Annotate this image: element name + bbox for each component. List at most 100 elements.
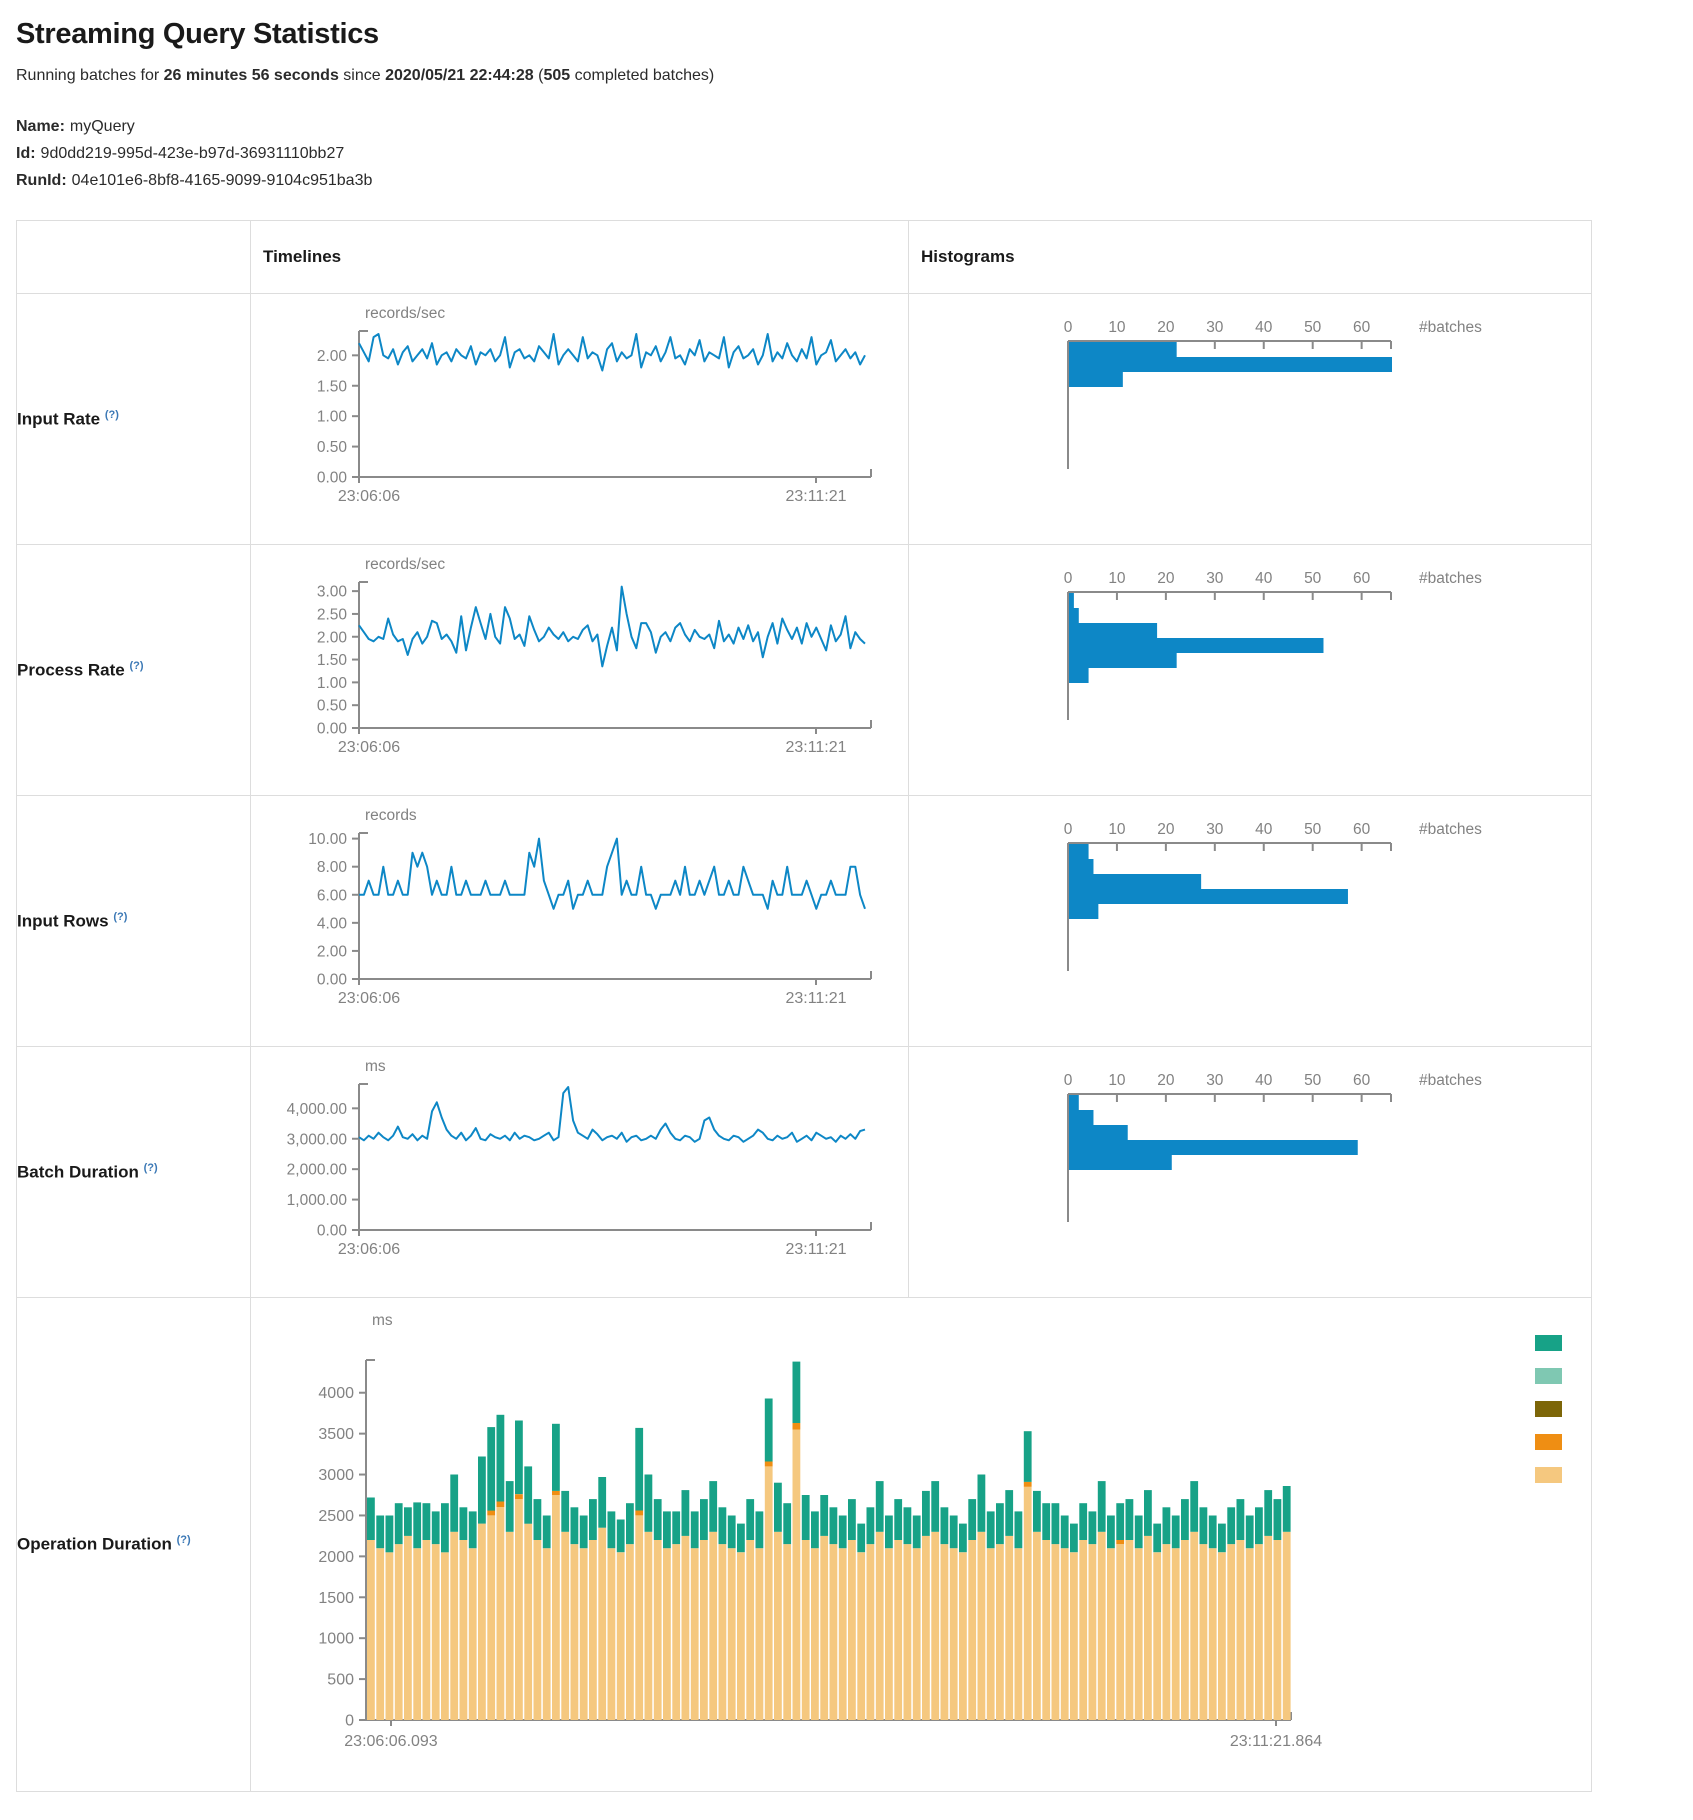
query-id-label: Id: [16,145,36,162]
svg-text:50: 50 [1304,1072,1322,1089]
svg-text:30: 30 [1206,319,1224,336]
svg-text:40: 40 [1255,319,1273,336]
svg-text:ms: ms [365,1058,386,1075]
run-summary-prefix: Running batches for [16,67,164,84]
process-rate-timeline-chart: records/sec 0.00 0.50 1.00 1.50 2.00 2.50 3.00 2… [251,552,908,768]
svg-text:10.00: 10.00 [308,831,347,848]
batch-duration-label: Batch Duration [17,1162,139,1182]
table-row-batch-duration: Batch Duration (?) ms 0.00 1,000.00 2,000.0… [16,1046,1592,1298]
svg-text:#batches: #batches [1419,570,1482,587]
input-rate-label-cell: Input Rate (?) [16,293,251,545]
svg-text:1,000.00: 1,000.00 [287,1192,348,1209]
svg-text:23:06:06: 23:06:06 [338,739,400,756]
operation-duration-help-icon[interactable]: (?) [176,1534,191,1547]
table-row-input-rate: Input Rate (?) records/sec 0.00 0.50 1.00 1.… [16,293,1592,545]
query-runid-label: RunId: [16,172,67,189]
svg-text:10: 10 [1108,821,1126,838]
svg-text:40: 40 [1255,570,1273,587]
process-rate-help-icon[interactable]: (?) [129,659,144,672]
svg-text:30: 30 [1206,821,1224,838]
query-name-line: Name: myQuery [16,113,1677,140]
svg-text:23:11:21: 23:11:21 [785,488,846,505]
input-rows-timeline-chart: records 0.00 2.00 4.00 6.00 8.00 10.00 23:06:06… [251,803,908,1019]
run-summary-middle: since [338,67,386,84]
svg-text:#batches: #batches [1419,1072,1482,1089]
svg-text:50: 50 [1304,570,1322,587]
run-duration: 26 minutes 56 seconds [163,67,339,84]
svg-text:23:11:21.864: 23:11:21.864 [1230,1733,1322,1750]
operation-duration-label: Operation Duration [17,1534,172,1554]
svg-text:6.00: 6.00 [317,887,348,904]
svg-text:20: 20 [1157,570,1175,587]
svg-text:1.00: 1.00 [317,409,348,426]
svg-text:23:11:21: 23:11:21 [785,990,846,1007]
svg-text:4000: 4000 [318,1385,354,1402]
table-row-process-rate: Process Rate (?) records/sec 0.00 0.50 1.00… [16,544,1592,796]
svg-text:0: 0 [1064,1072,1073,1089]
query-name-label: Name: [16,118,65,135]
svg-text:30: 30 [1206,570,1224,587]
input-rows-histogram-chart: 0 10 20 30 40 50 60 #batches [909,803,1591,1019]
process-rate-label: Process Rate [17,660,125,680]
svg-text:1.50: 1.50 [317,652,348,669]
svg-text:60: 60 [1353,821,1371,838]
svg-text:20: 20 [1157,319,1175,336]
input-rate-help-icon[interactable]: (?) [104,408,119,421]
statistics-table: Timelines Histograms Input Rate (?) reco… [16,220,1592,1792]
header-timelines: Timelines [250,220,909,294]
svg-text:0: 0 [345,1713,354,1730]
svg-text:10: 10 [1108,319,1126,336]
svg-text:0.50: 0.50 [317,439,348,456]
svg-text:1000: 1000 [318,1631,354,1648]
svg-text:2.00: 2.00 [317,629,348,646]
svg-text:23:11:21: 23:11:21 [785,1241,846,1258]
svg-text:23:11:21: 23:11:21 [785,739,846,756]
svg-text:23:06:06: 23:06:06 [338,488,400,505]
svg-text:10: 10 [1108,570,1126,587]
svg-text:0.00: 0.00 [317,470,348,487]
svg-text:2,000.00: 2,000.00 [287,1162,348,1179]
svg-text:0.00: 0.00 [317,1223,348,1240]
run-start-time: 2020/05/21 22:44:28 [385,67,534,84]
page-title: Streaming Query Statistics [16,18,379,50]
batch-duration-help-icon[interactable]: (?) [143,1161,158,1174]
svg-text:0.50: 0.50 [317,698,348,715]
svg-text:10: 10 [1108,1072,1126,1089]
svg-text:#batches: #batches [1419,319,1482,336]
svg-text:3,000.00: 3,000.00 [287,1131,348,1148]
svg-text:2.50: 2.50 [317,606,348,623]
svg-text:40: 40 [1255,1072,1273,1089]
input-rate-timeline-chart: records/sec 0.00 0.50 1.00 1.50 2.00 23:06:06 2… [251,301,908,517]
query-metadata: Name: myQuery Id: 9d0dd219-995d-423e-b97d-… [16,113,1677,194]
input-rows-label-cell: Input Rows (?) [16,795,251,1047]
input-rate-label: Input Rate [17,409,101,429]
query-name-value: myQuery [69,118,135,135]
svg-text:2.00: 2.00 [317,348,348,365]
svg-text:2500: 2500 [318,1508,354,1525]
batch-duration-timeline-chart: ms 0.00 1,000.00 2,000.00 3,000.00 4,000.00 23… [251,1054,908,1270]
process-rate-label-cell: Process Rate (?) [16,544,251,796]
input-rows-help-icon[interactable]: (?) [113,910,128,923]
svg-text:0: 0 [1064,570,1073,587]
batch-duration-label-cell: Batch Duration (?) [16,1046,251,1298]
svg-text:#batches: #batches [1419,821,1482,838]
query-runid-value: 04e101e6-8bf8-4165-9099-9104c951ba3b [71,172,373,189]
svg-text:1.50: 1.50 [317,378,348,395]
run-summary: Running batches for 26 minutes 56 second… [16,67,1677,85]
svg-text:23:06:06: 23:06:06 [338,990,400,1007]
svg-text:ms: ms [372,1312,393,1329]
svg-text:0: 0 [1064,821,1073,838]
table-row-input-rows: Input Rows (?) records 0.00 2.00 4.00 6.00 8.… [16,795,1592,1047]
svg-text:1500: 1500 [318,1590,354,1607]
process-rate-histogram-chart: 0 10 20 30 40 50 60 #batches [909,552,1591,768]
completed-batches-count: 505 [543,67,571,84]
svg-text:500: 500 [327,1672,354,1689]
operation-duration-label-cell: Operation Duration (?) [16,1297,251,1792]
table-header-row: Timelines Histograms [16,220,1592,294]
query-runid-line: RunId: 04e101e6-8bf8-4165-9099-9104c951ba… [16,167,1677,194]
svg-text:50: 50 [1304,821,1322,838]
svg-text:8.00: 8.00 [317,859,348,876]
operation-duration-stacked-chart: ms 0 500 1000 1500 2000 2500 3000 3500 4000 23:06:… [251,1305,1591,1771]
svg-text:4,000.00: 4,000.00 [287,1101,348,1118]
table-row-operation-duration: Operation Duration (?) ms 0 500 1000 1500 200… [16,1297,1592,1792]
